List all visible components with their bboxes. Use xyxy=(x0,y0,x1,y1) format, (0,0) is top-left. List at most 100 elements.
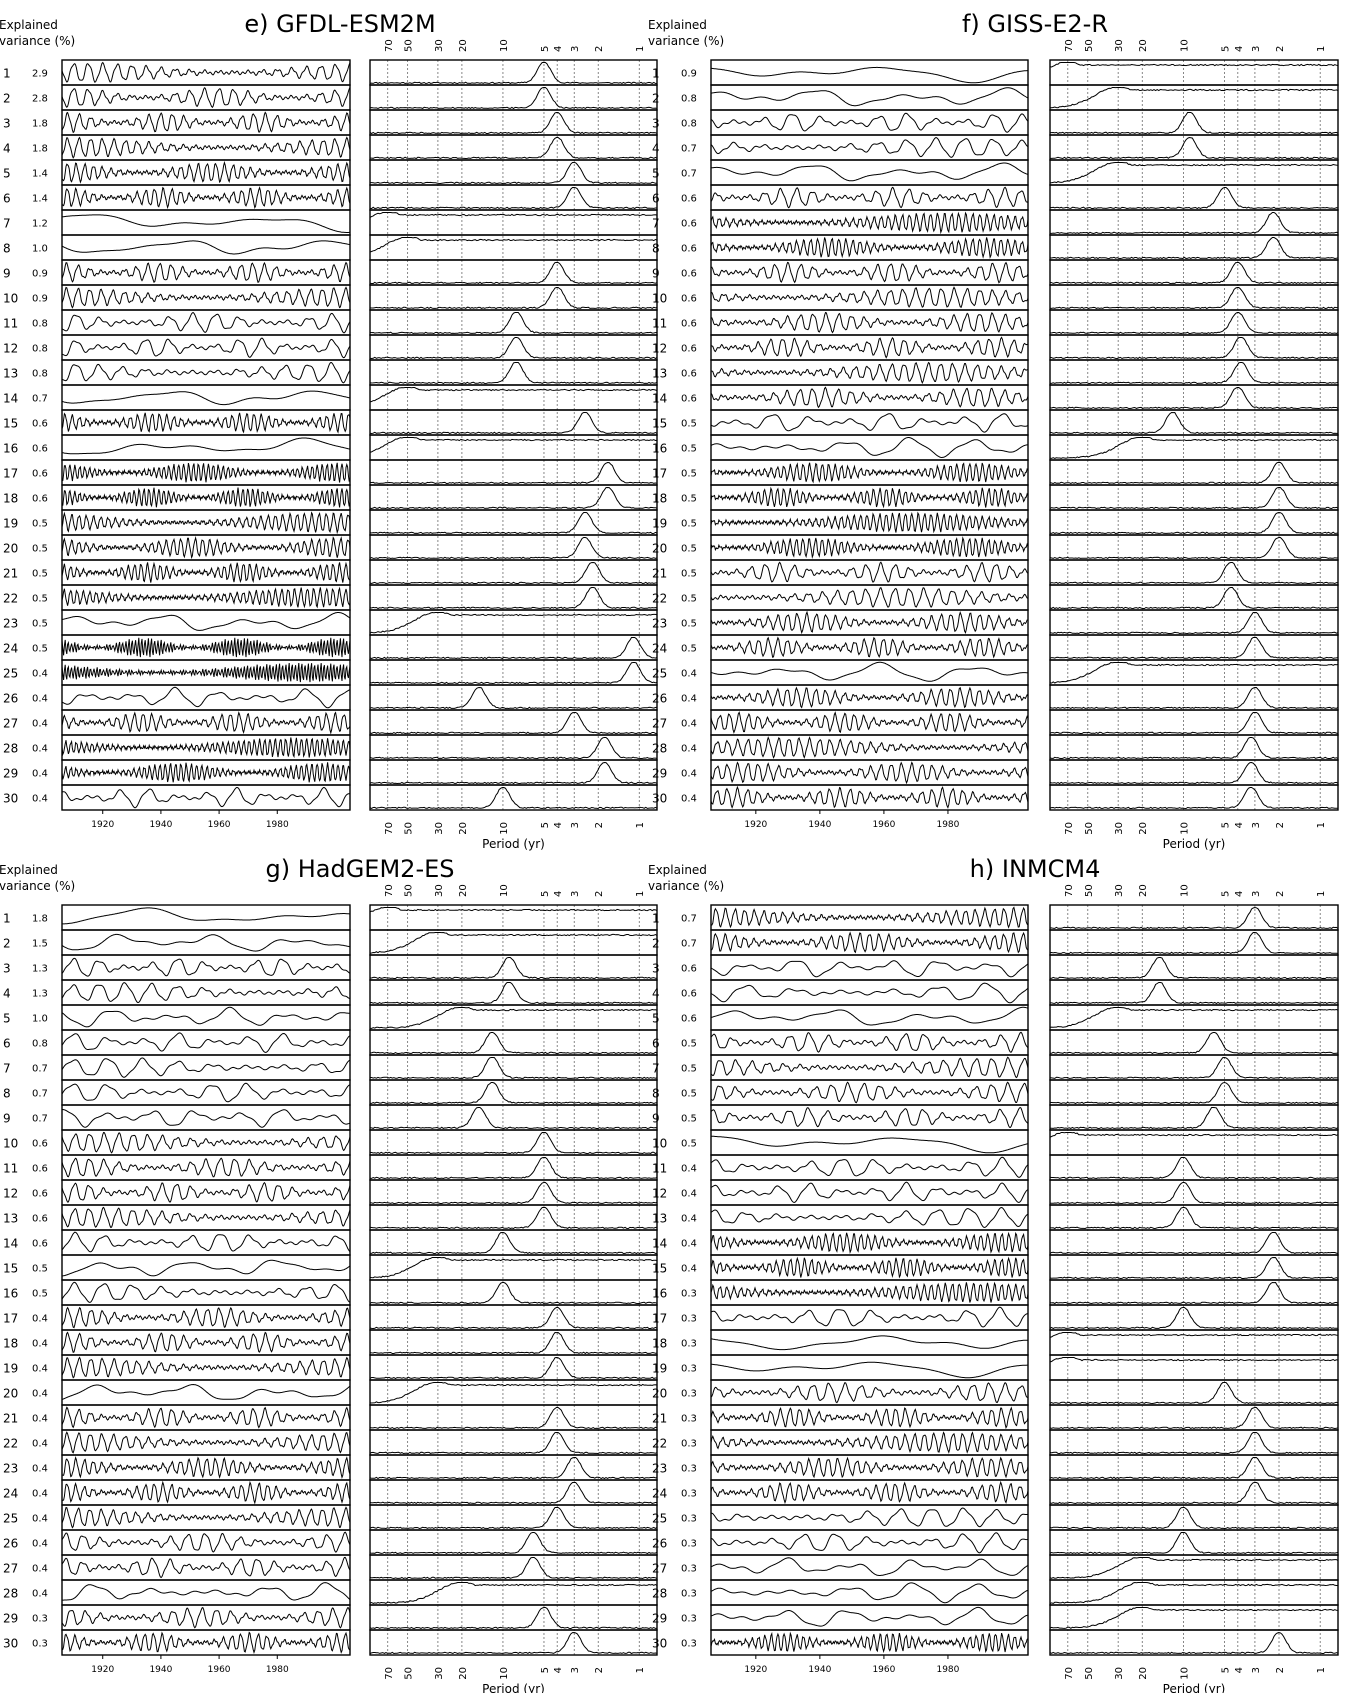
explained-variance-value: 0.5 xyxy=(681,444,697,455)
spectrum-box xyxy=(369,904,658,931)
component-row: 1 2.9 xyxy=(3,59,658,86)
timeseries-line xyxy=(61,1206,351,1229)
component-number: 10 xyxy=(652,292,667,306)
component-number: 9 xyxy=(652,1112,660,1126)
spectrum-box xyxy=(369,1104,658,1131)
timeseries-line xyxy=(710,486,1029,509)
component-number: 20 xyxy=(652,1387,667,1401)
component-row: 5 0.6 xyxy=(652,1004,1339,1031)
timeseries-box xyxy=(61,954,351,981)
spectrum-line xyxy=(369,1132,658,1155)
explained-variance-value: 0.6 xyxy=(32,444,48,455)
component-row: 16 0.6 xyxy=(3,434,658,461)
spectrum-line xyxy=(1049,1581,1338,1604)
component-row: 6 0.5 xyxy=(652,1029,1339,1056)
explained-variance-value: 0.3 xyxy=(681,1289,697,1300)
component-number: 10 xyxy=(3,1137,18,1151)
component-number: 24 xyxy=(652,1487,667,1501)
spectrum-box xyxy=(1049,159,1339,186)
spectrum-line xyxy=(369,262,658,285)
timeseries-box xyxy=(710,709,1029,736)
component-number: 3 xyxy=(652,117,660,131)
spectrum-line xyxy=(1049,637,1339,660)
component-number: 6 xyxy=(3,192,11,206)
period-tick-bottom: 3 xyxy=(570,822,581,828)
component-number: 19 xyxy=(3,517,18,531)
explained-variance-value: 0.3 xyxy=(681,1589,697,1600)
spectrum-box xyxy=(369,609,658,636)
spectrum-line xyxy=(1049,312,1339,335)
component-number: 12 xyxy=(3,1187,18,1201)
timeseries-box xyxy=(61,1179,351,1206)
component-number: 25 xyxy=(652,1512,667,1526)
period-tick-top: 30 xyxy=(434,39,445,52)
component-row: 3 0.6 xyxy=(652,954,1339,981)
period-tick-bottom: 2 xyxy=(594,1667,605,1673)
explained-variance-value: 1.8 xyxy=(32,914,48,925)
timeseries-line xyxy=(710,1631,1029,1654)
ev-label-line1: Explained xyxy=(0,863,58,877)
period-tick-top: 5 xyxy=(1221,891,1232,897)
explained-variance-value: 1.8 xyxy=(32,144,48,155)
spectrum-line xyxy=(369,1607,658,1630)
spectrum-box xyxy=(1049,584,1339,611)
timeseries-box xyxy=(710,1179,1029,1206)
period-tick-bottom: 20 xyxy=(1138,822,1149,835)
component-row: 30 0.4 xyxy=(3,784,658,811)
spectrum-box xyxy=(1049,1379,1339,1406)
timeseries-line xyxy=(710,906,1029,929)
spectrum-box xyxy=(1049,979,1339,1006)
timeseries-line xyxy=(61,1259,351,1277)
spectrum-box xyxy=(369,1079,658,1106)
timeseries-line xyxy=(710,1507,1029,1528)
spectrum-box xyxy=(1049,234,1339,261)
component-row: 29 0.3 xyxy=(3,1604,658,1631)
component-number: 22 xyxy=(652,592,667,606)
spectrum-line xyxy=(369,437,658,453)
explained-variance-value: 2.8 xyxy=(32,94,48,105)
spectrum-line xyxy=(1049,387,1339,410)
period-tick-top: 4 xyxy=(553,891,564,897)
component-row: 22 0.3 xyxy=(652,1429,1339,1456)
spectrum-line xyxy=(369,1107,658,1130)
component-number: 14 xyxy=(3,392,18,406)
spectrum-box xyxy=(369,1554,658,1581)
component-row: 10 0.6 xyxy=(652,284,1339,311)
component-row: 3 1.8 xyxy=(3,109,658,136)
ev-label-line1: Explained xyxy=(648,18,707,32)
spectrum-box xyxy=(1049,259,1339,286)
spectrum-line xyxy=(1049,1507,1339,1530)
explained-variance-value: 0.6 xyxy=(681,294,697,305)
component-number: 23 xyxy=(3,1462,18,1476)
component-row: 30 0.4 xyxy=(652,784,1339,811)
component-row: 17 0.4 xyxy=(3,1304,658,1331)
component-number: 14 xyxy=(652,1237,667,1251)
component-number: 1 xyxy=(3,67,11,81)
spectrum-box xyxy=(369,734,658,761)
component-row: 25 0.3 xyxy=(652,1504,1339,1531)
explained-variance-value: 0.8 xyxy=(32,369,48,380)
timeseries-box xyxy=(61,1029,351,1056)
timeseries-line xyxy=(710,1361,1028,1379)
spectrum-box xyxy=(369,559,658,586)
explained-variance-value: 0.3 xyxy=(681,1414,697,1425)
spectrum-line xyxy=(369,1307,658,1330)
component-row: 27 0.4 xyxy=(3,1554,658,1581)
spectrum-box xyxy=(1049,309,1339,336)
timeseries-box xyxy=(710,784,1029,811)
period-tick-top: 3 xyxy=(570,46,581,52)
period-tick-bottom: 50 xyxy=(404,1667,415,1680)
explained-variance-value: 0.6 xyxy=(681,989,697,1000)
spectrum-box xyxy=(1049,1154,1339,1181)
component-row: 4 1.8 xyxy=(3,134,658,161)
component-number: 8 xyxy=(3,242,11,256)
spectrum-line xyxy=(1050,1032,1339,1055)
explained-variance-value: 1.4 xyxy=(32,194,48,205)
explained-variance-value: 0.9 xyxy=(681,69,697,80)
component-row: 14 0.6 xyxy=(652,384,1339,411)
timeseries-line xyxy=(61,662,351,683)
spectrum-line xyxy=(1049,612,1339,635)
spectrum-box xyxy=(1049,284,1339,311)
explained-variance-value: 0.4 xyxy=(32,1439,48,1450)
